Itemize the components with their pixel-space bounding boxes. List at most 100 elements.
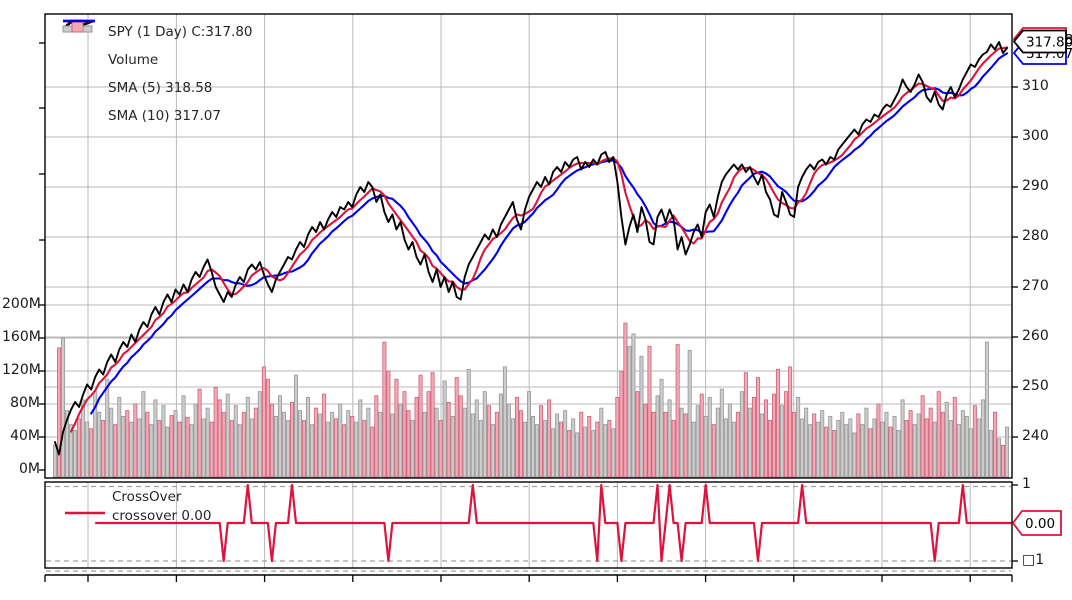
price-tick-label: 310 <box>1022 78 1049 94</box>
volume-bar-down <box>57 347 62 478</box>
volume-bar-down <box>362 420 367 478</box>
volume-bar-up <box>233 405 238 478</box>
volume-bar-up <box>555 413 560 478</box>
volume-bar-down <box>430 372 435 478</box>
volume-bar-up <box>506 403 511 478</box>
volume-bar-up <box>543 420 548 478</box>
volume-bar-down <box>952 396 957 478</box>
volume-bar-up <box>731 421 736 478</box>
volume-bar-up <box>912 424 917 478</box>
volume-bar-down <box>924 418 929 478</box>
volume-bar-down <box>406 410 411 478</box>
volume-bar-up <box>860 424 865 478</box>
volume-bar-up <box>739 391 744 478</box>
volume-bar-up <box>599 407 604 478</box>
volume-bar-up <box>129 421 134 478</box>
volume-bar-down <box>615 396 620 478</box>
volume-bar-down <box>832 429 837 478</box>
volume-bar-down <box>928 407 933 478</box>
volume-bar-down <box>547 399 552 478</box>
volume-bar-up <box>591 429 596 478</box>
volume-bar-down <box>322 393 327 478</box>
volume-tick-label: 80M <box>10 395 40 411</box>
volume-bar-down <box>936 391 941 478</box>
volume-bar-down <box>876 403 881 478</box>
legend-row-sma5: SMA (5) 318.58 <box>62 19 253 102</box>
volume-bar-up <box>474 399 479 478</box>
volume-bar-down <box>579 411 584 478</box>
volume-bar-down <box>145 411 150 478</box>
volume-bar-down <box>784 391 789 478</box>
volume-bar-up <box>800 418 805 478</box>
volume-bar-up <box>502 366 507 478</box>
volume-bar-up <box>173 410 178 478</box>
volume-bar-down <box>792 411 797 478</box>
volume-bar-down <box>77 418 82 478</box>
volume-bar-up <box>535 424 540 478</box>
volume-bar-up <box>85 421 90 478</box>
volume-tick-label: 160M <box>2 329 41 345</box>
crossover-signal-line <box>95 483 1012 563</box>
volume-bar-up <box>964 415 969 478</box>
volume-bar-down <box>683 413 688 478</box>
volume-bar-down <box>418 374 423 478</box>
volume-bar-up <box>193 403 198 478</box>
volume-bar-up <box>611 428 616 478</box>
volume-bar-up <box>603 424 608 478</box>
volume-bar-up <box>109 407 114 478</box>
volume-bar-up <box>81 399 86 478</box>
volume-bar-down <box>334 418 339 478</box>
volume-bar-down <box>486 405 491 478</box>
volume-bar-down <box>314 407 319 478</box>
volume-bar-up <box>727 403 732 478</box>
volume-bar-up <box>780 405 785 478</box>
volume-tick-label: 40M <box>10 428 40 444</box>
volume-bar-up <box>719 388 724 478</box>
volume-bar-up <box>434 407 439 478</box>
volume-bar-up <box>490 424 495 478</box>
volume-bar-down <box>735 411 740 478</box>
volume-bar-down <box>619 370 624 478</box>
sma5-line <box>70 46 1009 433</box>
volume-bar-down <box>133 403 138 478</box>
volume-bar-up <box>723 418 728 478</box>
volume-bar-down <box>221 411 226 478</box>
volume-bar-down <box>992 411 997 478</box>
volume-bar-up <box>358 399 363 478</box>
volume-bar-down <box>185 416 190 478</box>
legend-label-spy: SPY (1 Day) C:317.80 <box>108 24 253 40</box>
volume-bar-down <box>370 426 375 478</box>
volume-bar-up <box>655 395 660 478</box>
volume-bar-up <box>980 399 985 478</box>
volume-tick-label: 200M <box>2 296 41 312</box>
volume-bar-up <box>852 432 857 478</box>
price-tick-label: 250 <box>1022 378 1049 394</box>
volume-bar-up <box>69 424 74 478</box>
volume-bar-up <box>1005 426 1010 478</box>
volume-bar-up <box>631 333 636 478</box>
volume-bar-down <box>89 428 94 478</box>
volume-bar-up <box>808 424 813 478</box>
volume-bar-down <box>940 411 945 478</box>
volume-bar-up <box>482 391 487 478</box>
volume-bar-up <box>422 411 427 478</box>
volume-bar-up <box>141 391 146 478</box>
crossover-legend-line2: crossover 0.00 <box>112 508 212 524</box>
price-value-tag-text: 317.80 <box>1026 35 1072 51</box>
volume-bar-down <box>394 378 399 478</box>
volume-bar-up <box>639 355 644 478</box>
volume-bar-up <box>249 418 254 478</box>
volume-bar-up <box>73 429 78 478</box>
volume-bar-down <box>643 403 648 478</box>
volume-bar-up <box>563 410 568 478</box>
volume-bar-down <box>788 366 793 478</box>
volume-bar-up <box>338 403 343 478</box>
volume-bar-up <box>281 411 286 478</box>
volume-bar-up <box>165 426 170 478</box>
volume-bar-up <box>318 413 323 478</box>
volume-bar-down <box>426 391 431 478</box>
volume-bar-down <box>265 378 270 478</box>
legend-row-volume: Volume <box>62 19 253 74</box>
volume-bar-up <box>880 421 885 478</box>
crossover-value-tag-text: 0.00 <box>1025 516 1055 532</box>
